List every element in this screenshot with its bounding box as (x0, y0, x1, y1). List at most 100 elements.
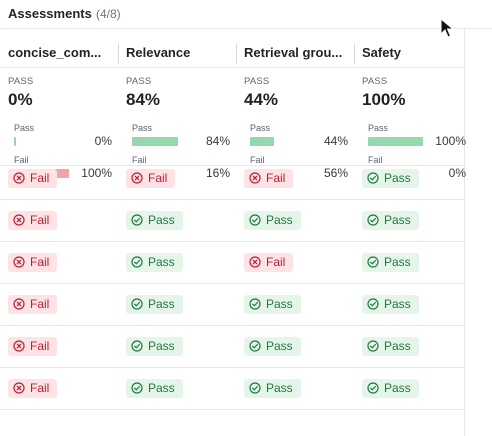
pass-badge[interactable]: Pass (362, 379, 419, 398)
check-circle-icon (131, 340, 143, 352)
fail-percentage: 16% (205, 166, 230, 180)
pass-badge[interactable]: Pass (244, 337, 301, 356)
summary-value: 100% (362, 90, 406, 109)
badge-label: Pass (384, 255, 411, 269)
badge-label: Pass (384, 213, 411, 227)
assessment-cell: Fail (0, 166, 118, 208)
x-circle-icon (131, 172, 143, 184)
row-divider (0, 241, 465, 242)
pass-badge[interactable]: Pass (362, 211, 419, 230)
assessment-cell: Fail (0, 334, 118, 376)
pass-badge[interactable]: Pass (244, 211, 301, 230)
pass-bar-label: Pass (368, 123, 389, 133)
assessment-cell: Pass (354, 334, 472, 376)
badge-label: Pass (148, 213, 175, 227)
x-circle-icon (13, 172, 25, 184)
pass-badge[interactable]: Pass (126, 253, 183, 272)
fail-badge[interactable]: Fail (8, 337, 58, 356)
column-header[interactable]: concise_com... (8, 45, 102, 60)
column-separator[interactable] (236, 44, 237, 64)
fail-badge[interactable]: Fail (244, 253, 294, 272)
summary-label: PASS (8, 76, 34, 87)
assessment-cell: Pass (354, 250, 472, 292)
assessment-cell: Pass (236, 292, 354, 334)
fail-badge[interactable]: Fail (8, 253, 58, 272)
column-header[interactable]: Safety (362, 45, 402, 60)
pass-bar-fill (368, 137, 423, 146)
pass-badge[interactable]: Pass (126, 211, 183, 230)
pass-badge[interactable]: Pass (244, 295, 301, 314)
fail-badge[interactable]: Fail (8, 211, 58, 230)
badge-label: Pass (266, 339, 293, 353)
check-circle-icon (249, 214, 261, 226)
summary-label: PASS (126, 76, 152, 87)
column-relevance: Relevance PASS 84% Pass 84% Fail 16% Fail Pass Pa… (118, 28, 236, 436)
pass-badge[interactable]: Pass (126, 295, 183, 314)
check-circle-icon (249, 382, 261, 394)
check-circle-icon (249, 340, 261, 352)
summary-value: 0% (8, 90, 33, 109)
pass-bar-label: Pass (250, 123, 271, 133)
fail-badge[interactable]: Fail (8, 169, 58, 188)
check-circle-icon (367, 298, 379, 310)
pass-badge[interactable]: Pass (362, 295, 419, 314)
panel-right-border (464, 28, 465, 436)
assessment-cell: Fail (236, 250, 354, 292)
assessment-cell: Pass (236, 208, 354, 250)
fail-percentage: 100% (81, 166, 112, 180)
check-circle-icon (131, 382, 143, 394)
pass-percentage: 100% (435, 134, 466, 148)
check-circle-icon (367, 172, 379, 184)
column-separator[interactable] (118, 44, 119, 64)
x-circle-icon (13, 340, 25, 352)
badge-label: Pass (148, 339, 175, 353)
assessment-cell: Fail (236, 166, 354, 208)
badge-label: Pass (266, 381, 293, 395)
fail-badge[interactable]: Fail (126, 169, 176, 188)
pass-bar-track (132, 137, 187, 146)
check-circle-icon (131, 214, 143, 226)
pass-badge[interactable]: Pass (244, 379, 301, 398)
x-circle-icon (13, 214, 25, 226)
pass-badge[interactable]: Pass (362, 253, 419, 272)
badge-label: Fail (30, 213, 50, 227)
badge-label: Fail (30, 255, 50, 269)
check-circle-icon (367, 340, 379, 352)
column-header-divider (0, 67, 465, 68)
pass-bar-track (14, 137, 69, 146)
pass-distribution: Pass 44% (250, 123, 348, 149)
assessment-cell: Fail (0, 376, 118, 418)
pass-badge[interactable]: Pass (362, 169, 419, 188)
pass-badge[interactable]: Pass (362, 337, 419, 356)
pass-badge[interactable]: Pass (126, 379, 183, 398)
check-circle-icon (367, 256, 379, 268)
column-header[interactable]: Relevance (126, 45, 191, 60)
row-divider (0, 283, 465, 284)
assessments-title: Assessments (8, 6, 92, 21)
column-separator[interactable] (354, 44, 355, 64)
badge-label: Pass (384, 339, 411, 353)
badge-label: Pass (148, 255, 175, 269)
badge-label: Pass (266, 213, 293, 227)
pass-bar-label: Pass (14, 123, 35, 133)
check-circle-icon (131, 298, 143, 310)
column-safety: Safety PASS 100% Pass 100% Fail 0% Pass Pass Pass… (354, 28, 472, 436)
fail-badge[interactable]: Fail (244, 169, 294, 188)
assessments-count: (4/8) (96, 7, 121, 21)
fail-bar-label: Fail (368, 155, 383, 165)
assessment-cell: Pass (118, 250, 236, 292)
check-circle-icon (367, 382, 379, 394)
badge-label: Pass (384, 297, 411, 311)
column-header[interactable]: Retrieval grou... (244, 45, 343, 60)
badge-label: Fail (30, 339, 50, 353)
assessment-cell: Pass (118, 292, 236, 334)
pass-percentage: 84% (205, 134, 230, 148)
summary-label: PASS (244, 76, 270, 87)
fail-badge[interactable]: Fail (8, 379, 58, 398)
pass-distribution: Pass 100% (368, 123, 466, 149)
fail-badge[interactable]: Fail (8, 295, 58, 314)
pass-badge[interactable]: Pass (126, 337, 183, 356)
assessment-cell: Fail (0, 292, 118, 334)
assessment-cell: Fail (0, 250, 118, 292)
